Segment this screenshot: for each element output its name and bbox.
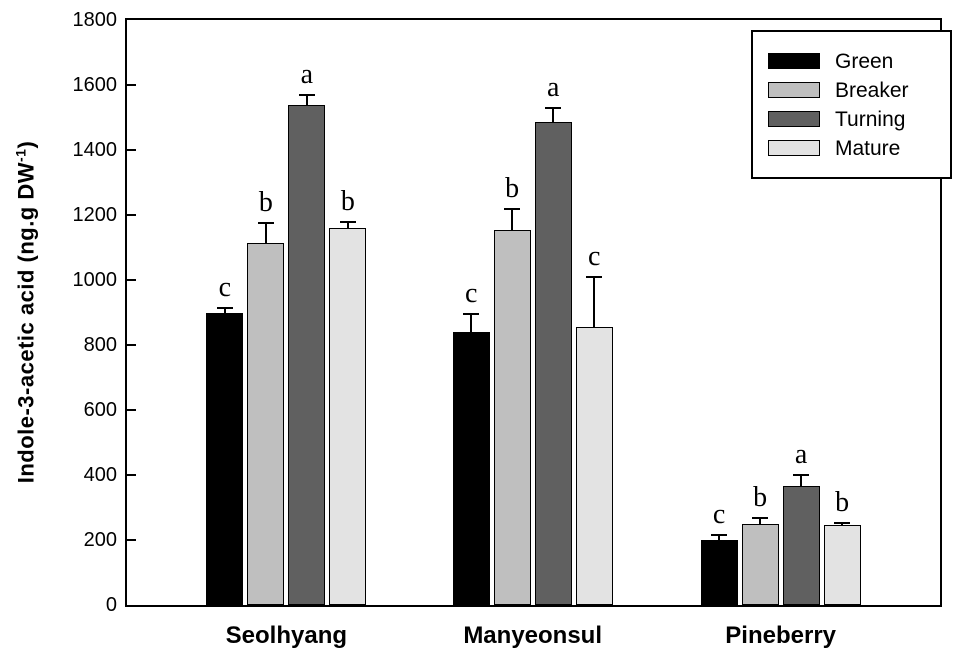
bar-turning-pineberry	[782, 486, 820, 605]
y-axis-title-text: Indole-3-acetic acid (ng.g DW	[13, 161, 39, 484]
significance-letter: a	[546, 71, 560, 103]
bar-green-pineberry	[700, 540, 738, 605]
error-bar-line	[470, 314, 472, 332]
error-bar-line	[841, 522, 843, 526]
legend-swatch-breaker	[768, 82, 820, 98]
y-tick-mark	[127, 84, 136, 86]
legend-label: Mature	[835, 136, 901, 160]
significance-letter: a	[794, 439, 808, 470]
error-bar-cap	[257, 222, 274, 225]
y-tick-label: 1800	[72, 9, 118, 31]
y-tick-mark	[127, 214, 136, 216]
error-bar-line	[718, 535, 720, 540]
error-bar-cap	[793, 474, 810, 476]
y-axis-title-close: )	[13, 140, 39, 149]
error-bar-line	[347, 221, 349, 228]
error-bar-line	[800, 475, 802, 487]
y-tick-label: 0	[105, 594, 117, 616]
y-tick-mark	[127, 149, 136, 151]
bar-turning-manyeonsul	[534, 122, 572, 605]
legend-row: Turning	[768, 107, 950, 131]
y-tick-label: 1000	[72, 269, 118, 291]
legend-swatch-turning	[768, 111, 820, 127]
y-tick-label: 1400	[72, 139, 118, 161]
error-bar-line	[593, 276, 595, 328]
legend-row: Mature	[768, 136, 950, 160]
bar-mature-manyeonsul	[575, 327, 613, 605]
error-bar-cap	[711, 534, 728, 537]
legend-label: Turning	[835, 107, 906, 131]
y-tick-mark	[127, 344, 136, 346]
significance-letter: b	[505, 172, 520, 204]
y-tick-label: 200	[83, 529, 117, 551]
x-category-label: Pineberry	[725, 622, 836, 649]
error-bar-line	[224, 307, 226, 313]
x-category-label: Manyeonsul	[463, 622, 603, 649]
bar-breaker-seolhyang	[247, 242, 285, 605]
error-bar-line	[306, 94, 308, 105]
error-bar-cap	[834, 521, 851, 524]
y-tick-mark	[127, 279, 136, 281]
bar-breaker-pineberry	[741, 523, 779, 605]
significance-letter: c	[712, 499, 726, 531]
error-bar-line	[265, 223, 267, 243]
significance-letter: c	[218, 271, 232, 303]
legend-row: Green	[768, 49, 950, 73]
legend: Green Breaker Turning Mature	[751, 30, 952, 179]
y-tick-label: 1600	[72, 74, 118, 96]
error-bar-cap	[504, 207, 521, 210]
y-tick-label: 400	[83, 464, 117, 486]
significance-letter: b	[258, 187, 273, 219]
y-tick-mark	[127, 539, 136, 541]
error-bar-cap	[752, 516, 769, 519]
significance-letter: c	[587, 240, 601, 272]
significance-letter: b	[753, 481, 768, 513]
error-bar-line	[511, 208, 513, 230]
bar-mature-seolhyang	[329, 228, 367, 605]
y-tick-label: 600	[83, 399, 117, 421]
plot-area: Green Breaker Turning Mature 0 200 400 600 800 1…	[73, 9, 952, 616]
legend-swatch-green	[768, 53, 820, 69]
significance-letter: b	[340, 185, 355, 217]
x-category-label: Seolhyang	[225, 622, 348, 649]
significance-letter: b	[835, 486, 850, 518]
error-bar-cap	[463, 313, 480, 316]
y-axis-title-superscript: -1	[12, 148, 29, 162]
legend-swatch-mature	[768, 140, 820, 156]
y-tick-label: 1200	[72, 204, 118, 226]
significance-letter: a	[300, 58, 314, 90]
legend-row: Breaker	[768, 78, 950, 102]
legend-label: Breaker	[835, 78, 909, 102]
error-bar-line	[552, 107, 554, 123]
y-tick-mark	[127, 409, 136, 411]
error-bar-line	[759, 517, 761, 524]
bar-mature-pineberry	[823, 525, 861, 605]
legend-label: Green	[835, 49, 894, 73]
error-bar-cap	[586, 275, 603, 278]
significance-letter: c	[464, 278, 478, 310]
y-tick-label: 800	[83, 334, 117, 356]
y-axis-title: Indole-3-acetic acid (ng.g DW-1)	[12, 141, 39, 484]
bar-green-seolhyang	[206, 312, 244, 605]
error-bar-cap	[216, 306, 233, 309]
bar-green-manyeonsul	[452, 332, 490, 605]
error-bar-cap	[298, 93, 315, 96]
bar-turning-seolhyang	[288, 104, 326, 605]
y-tick-mark	[127, 474, 136, 476]
bar-breaker-manyeonsul	[493, 229, 531, 605]
error-bar-cap	[545, 106, 562, 109]
error-bar-cap	[339, 220, 356, 223]
